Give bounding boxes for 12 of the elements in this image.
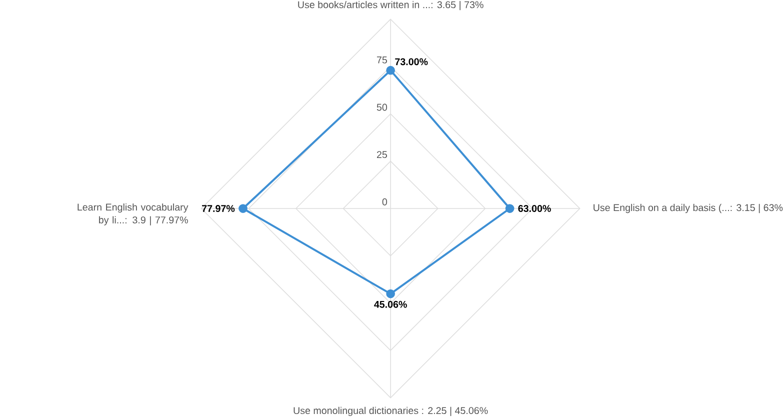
y-tick-label: 0 (382, 198, 388, 206)
spoke-label: Learn English vocabulary by li...: 3.9 | 77.97% (78, 203, 188, 226)
y-tick-label: 25 (376, 151, 388, 158)
data-label: 63.00% (518, 205, 551, 212)
y-tick-label: 50 (376, 104, 388, 111)
spoke-label: Use books/articles written in ...: 3.65 | 73% (298, 0, 484, 10)
y-tick-label: 75 (377, 56, 388, 64)
data-label: 77.97% (202, 205, 235, 212)
data-label: 45.06% (374, 300, 407, 308)
spoke-label: Use English on a daily basis (...: 3.15 | 63% (594, 204, 783, 214)
spoke-label: Use monolingual dictionaries : 2.25 | 45.06% (294, 406, 488, 416)
data-label: 73.00% (395, 58, 428, 66)
